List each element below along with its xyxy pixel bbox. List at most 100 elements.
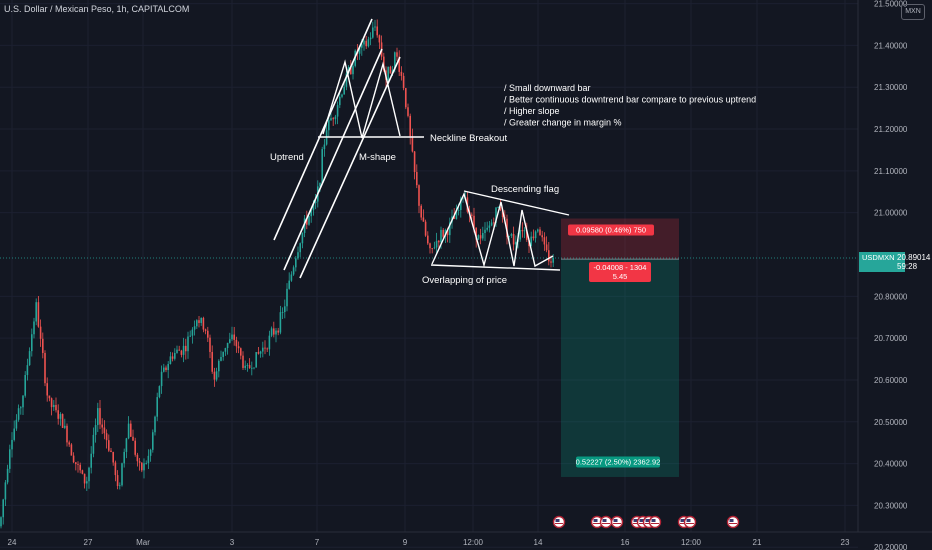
candle-body	[182, 345, 185, 355]
candle-body	[81, 470, 84, 474]
time-tick-label: 12:00	[681, 538, 702, 547]
candle-body	[240, 348, 242, 356]
candle-body	[345, 73, 348, 87]
candle-body	[530, 236, 532, 247]
note-line: / Better continuous downtrend bar compar…	[504, 95, 756, 105]
candle-body	[543, 237, 546, 245]
candle-body	[501, 209, 504, 217]
candle-body	[266, 348, 268, 350]
candle-body	[26, 365, 29, 376]
candle-body	[376, 26, 378, 36]
candle-body	[46, 383, 48, 396]
candle-body	[185, 345, 187, 352]
candle-body	[310, 210, 312, 217]
candle-body	[253, 367, 255, 369]
candle-body	[4, 482, 7, 500]
candle-body	[275, 330, 277, 335]
candle-body	[50, 398, 53, 408]
candle-body	[121, 463, 123, 486]
candle-body	[143, 463, 145, 471]
candle-body	[39, 326, 42, 339]
candle-body	[75, 462, 77, 465]
candle-body	[15, 419, 18, 429]
price-tick-label: 20.40000	[874, 460, 908, 469]
price-tick-label: 21.40000	[874, 41, 908, 50]
candle-body	[411, 136, 414, 152]
candle-body	[545, 244, 548, 251]
drawings: Uptrend M-shape Neckline Breakout Descendin…	[270, 18, 756, 286]
candle-body	[77, 464, 79, 465]
time-tick-label: 27	[84, 538, 93, 547]
candle-body	[37, 302, 40, 327]
candle-body	[264, 347, 266, 349]
candle-body	[284, 306, 286, 313]
currency-badge[interactable]: MXN	[901, 4, 925, 20]
candle-body	[389, 66, 392, 74]
uptrend-line-upper	[273, 18, 373, 241]
candle-body	[220, 356, 222, 361]
uptrend-label: Uptrend	[270, 152, 304, 163]
candle-body	[88, 467, 90, 482]
candle-body	[171, 356, 174, 359]
candle-body	[176, 349, 178, 353]
time-axis[interactable]: 24 27 Mar 3 7 9 12:00 14 16 12:00 21 23	[0, 531, 932, 547]
event-flag-icon	[648, 515, 662, 529]
candle-body	[0, 517, 2, 527]
candle-body	[165, 367, 167, 371]
candle-body	[198, 320, 200, 323]
candle-body	[61, 414, 64, 428]
candle-body	[20, 407, 22, 409]
candle-body	[387, 66, 389, 80]
candle-body	[231, 334, 233, 340]
event-icons[interactable]	[552, 515, 740, 529]
grid	[0, 0, 858, 548]
candle-body	[427, 235, 429, 244]
candle-body	[490, 222, 493, 226]
price-axis[interactable]: 21.50000 21.40000 21.30000 21.20000 21.10000…	[857, 0, 932, 550]
candle-body	[299, 243, 301, 253]
candle-body	[178, 349, 180, 351]
neckline-label: Neckline Breakout	[430, 133, 507, 144]
m-shape-outline	[322, 59, 401, 139]
candle-body	[429, 243, 431, 249]
candle-body	[108, 440, 110, 451]
candle-body	[191, 329, 194, 336]
candle-body	[209, 337, 211, 352]
candle-body	[400, 71, 403, 76]
candle-body	[523, 230, 526, 232]
event-flag-icon	[683, 515, 697, 529]
candle-body	[167, 364, 169, 371]
candle-body	[24, 375, 26, 396]
note-line: / Higher slope	[504, 106, 560, 116]
candle-body	[281, 312, 284, 313]
candle-body	[92, 434, 95, 454]
time-tick-label: 23	[841, 538, 850, 547]
candle-body	[319, 182, 321, 187]
candle-body	[422, 217, 425, 222]
candle-body	[248, 365, 251, 369]
candle-body	[323, 144, 326, 150]
candle-body	[154, 416, 156, 433]
candle-body	[416, 172, 418, 186]
candle-body	[519, 230, 521, 240]
candle-body	[352, 65, 354, 75]
candles	[0, 19, 554, 529]
candle-body	[339, 96, 341, 106]
descending-flag-label: Descending flag	[491, 184, 559, 195]
price-tick-label: 20.20000	[874, 543, 908, 550]
price-tick-label: 20.50000	[874, 418, 908, 427]
candle-body	[132, 436, 134, 441]
event-flag-icon	[552, 515, 566, 529]
candle-body	[119, 485, 121, 487]
candle-body	[532, 236, 535, 239]
candle-body	[292, 267, 295, 275]
price-tick-label: 21.50000	[874, 0, 908, 9]
candle-body	[510, 234, 513, 236]
candle-body	[312, 203, 315, 211]
candle-body	[125, 438, 128, 452]
candle-body	[336, 105, 339, 117]
candle-body	[449, 222, 451, 236]
candle-body	[396, 52, 398, 57]
